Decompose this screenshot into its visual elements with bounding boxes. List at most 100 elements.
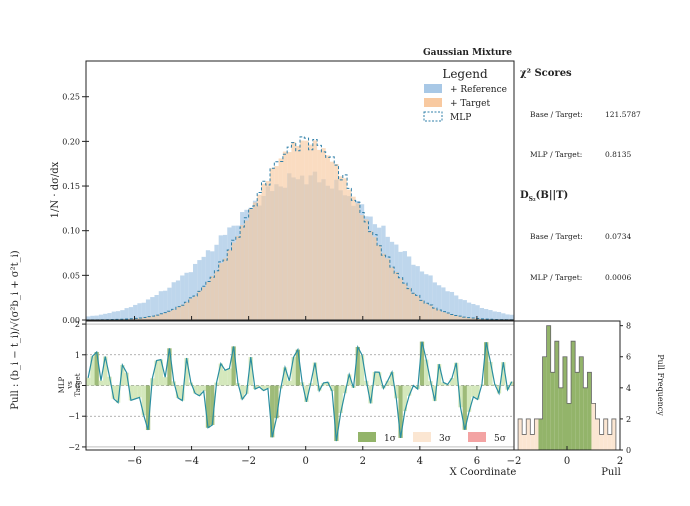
ds-base-value: 0.0734 [605,232,631,241]
reference-bar [488,310,493,320]
pull-bar [402,385,407,412]
reference-bar [94,315,99,320]
chi2-base-value: 121.5787 [605,110,641,119]
reference-bar [475,305,480,320]
target-bar [458,316,463,320]
pull-bar [98,380,104,386]
pull-hist-y-tick-label: 6 [626,353,631,362]
pull-hist-bar [591,403,596,450]
target-bar [317,149,322,320]
pull-hist-xlabel: Pull [601,467,621,478]
pull-hist-x-tick-label: 0 [564,456,570,467]
legend-label-target: + Target [450,99,490,109]
target-bar [321,148,326,320]
pull-hist-bar [518,418,523,450]
pull-bar [145,385,151,431]
pull-hist-bar [599,434,604,450]
target-bar [381,253,386,320]
pull-hist-bar [567,403,572,450]
pull-hist-bar [579,356,584,450]
legend-label-reference: + Reference [450,85,507,95]
pull-bar [342,385,348,394]
pull-bar [111,385,116,399]
main-panel: 0.00 0.05 0.10 0.15 0.20 0.25 1/N · dσ/dx Leg… [50,60,515,325]
target-bar [479,318,485,320]
target-bar [312,140,318,320]
pull-hist-y-tick-label: 8 [626,322,631,331]
pull-bar [462,385,467,430]
pull-bar [466,385,472,412]
pull-bar [287,380,292,386]
target-bar [231,242,236,320]
sigma3-label: 3σ [439,434,451,444]
pull-bar [205,385,211,428]
pull-bar [454,362,459,386]
pull-bar [424,359,429,386]
pull-hist-ylabel: Pull Frequency [656,354,665,416]
target-bar [432,308,437,320]
reference-bar [86,316,91,320]
metrics-panel: χ² Scores Base / Target: 121.5787 MLP / … [520,68,641,282]
y-tick-label: 0.25 [62,93,80,102]
sigma5-swatch [468,432,486,442]
target-bar [287,152,292,320]
pull-hist-bar [571,341,576,450]
pull-bar [501,362,506,386]
sigma5-label: 5σ [494,434,506,444]
pull-bar [325,382,330,386]
target-bar [364,219,369,320]
target-bar [304,140,309,320]
target-bar [466,317,472,320]
target-bar [180,304,185,320]
x-tick-label: −4 [184,456,199,467]
target-bar [419,300,425,320]
reference-bar [180,275,185,320]
legend-swatch-reference [424,84,442,93]
target-bar [445,313,450,320]
target-bar [424,302,429,320]
pull-bar [124,372,129,386]
reference-bar [441,287,446,320]
pull-hist-bar [587,372,592,450]
pull-bar [359,355,365,386]
target-bar [244,220,249,320]
pull-bar [184,358,189,386]
pull-line [87,341,513,442]
pull-hist-y-tick-label: 4 [626,384,631,393]
target-bar [188,298,193,320]
reference-bar [492,311,497,320]
ds-base-label: Base / Target: [530,232,583,241]
sigma1-label: 1σ [384,434,396,444]
target-bar [407,287,412,320]
target-bar [300,140,305,320]
pull-bar [509,381,514,386]
reference-bar [445,291,450,320]
reference-bar [120,310,125,320]
target-bar [398,278,403,320]
pull-y-tick-label: −2 [68,443,80,452]
mlp-step-line [86,136,514,321]
reference-bar [449,291,455,320]
reference-bar [115,311,121,320]
target-bar [171,309,176,320]
pull-bar [128,385,134,401]
target-bar [235,236,241,320]
target-bar [214,271,219,320]
pull-hist-bar [550,372,555,450]
svg-text:Pull : (b_i − t_i)/√(σ²b_i + σ: Pull : (b_i − t_i)/√(σ²b_i + σ²t_i) [10,250,21,410]
pull-hist-bar [534,418,539,450]
reference-bar [193,263,198,320]
pull-hist-bar [607,434,612,450]
reference-bar [501,313,506,320]
pull-bar [222,370,228,386]
main-ylabel: 1/N · dσ/dx [50,161,61,218]
pull-bar [419,341,425,386]
pull-bar [210,385,215,425]
pull-bar [347,374,352,386]
target-bar [278,158,283,320]
reference-bar [496,311,502,320]
reference-bar [111,311,116,320]
reference-bar [415,266,420,320]
reference-bar [154,295,159,320]
